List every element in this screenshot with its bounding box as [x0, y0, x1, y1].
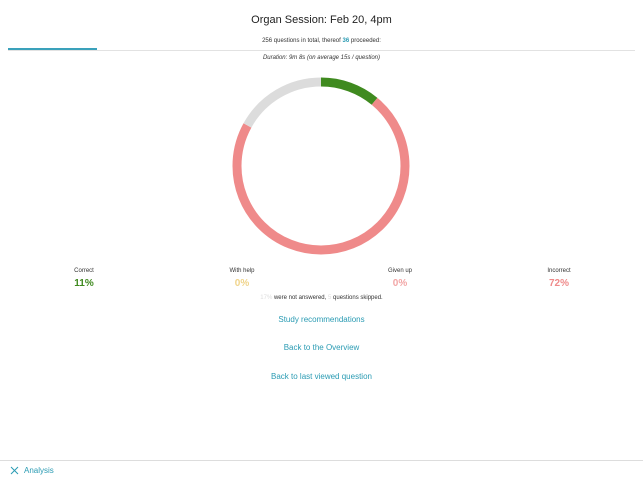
duration: Duration: 9m 8s (on average 15s / questi…	[262, 55, 381, 61]
questions-suffix: proceeded:	[350, 38, 381, 44]
stat-value: 11%	[74, 278, 94, 289]
study-recommendations-link[interactable]: Study recommendations	[278, 315, 365, 324]
note-text: questions skipped.	[333, 295, 383, 301]
stat-value: 0%	[392, 278, 408, 289]
donut-segment-unanswered	[232, 77, 410, 255]
stat-label: Correct	[74, 268, 94, 274]
stat-label: Given up	[387, 268, 412, 274]
unanswered-percent: 17%	[260, 295, 273, 301]
tab-indicator	[8, 48, 97, 50]
result-donut-chart	[232, 77, 410, 255]
stat-incorrect: Incorrect 72%	[519, 268, 599, 289]
questions-summary: 256 questions in total, thereof 36 proce…	[0, 38, 643, 44]
note-text: were not answered,	[273, 295, 327, 301]
page-title: Organ Session: Feb 20, 4pm	[251, 14, 392, 26]
questions-prefix: 256 questions in total, thereof	[262, 38, 341, 44]
analysis-button[interactable]: Analysis	[10, 466, 54, 475]
stat-label: With help	[229, 268, 255, 274]
stat-value: 0%	[234, 278, 250, 289]
divider	[8, 50, 635, 51]
skipped-count: 5	[328, 295, 332, 301]
stat-given-up: Given up 0%	[360, 268, 440, 289]
stat-with-help: With help 0%	[202, 268, 282, 289]
back-to-overview-link[interactable]: Back to the Overview	[283, 343, 360, 352]
stat-label: Incorrect	[547, 268, 571, 274]
proceeded-count: 36	[342, 38, 350, 44]
close-icon	[10, 466, 19, 475]
unanswered-note: 17% were not answered, 5 questions skipp…	[0, 295, 643, 301]
donut-segment-incorrect	[232, 77, 410, 255]
back-to-last-question-link[interactable]: Back to last viewed question	[271, 372, 372, 381]
stat-correct: Correct 11%	[44, 268, 124, 289]
footer-divider	[0, 460, 643, 461]
stat-value: 72%	[548, 278, 569, 289]
analysis-label: Analysis	[24, 466, 54, 475]
